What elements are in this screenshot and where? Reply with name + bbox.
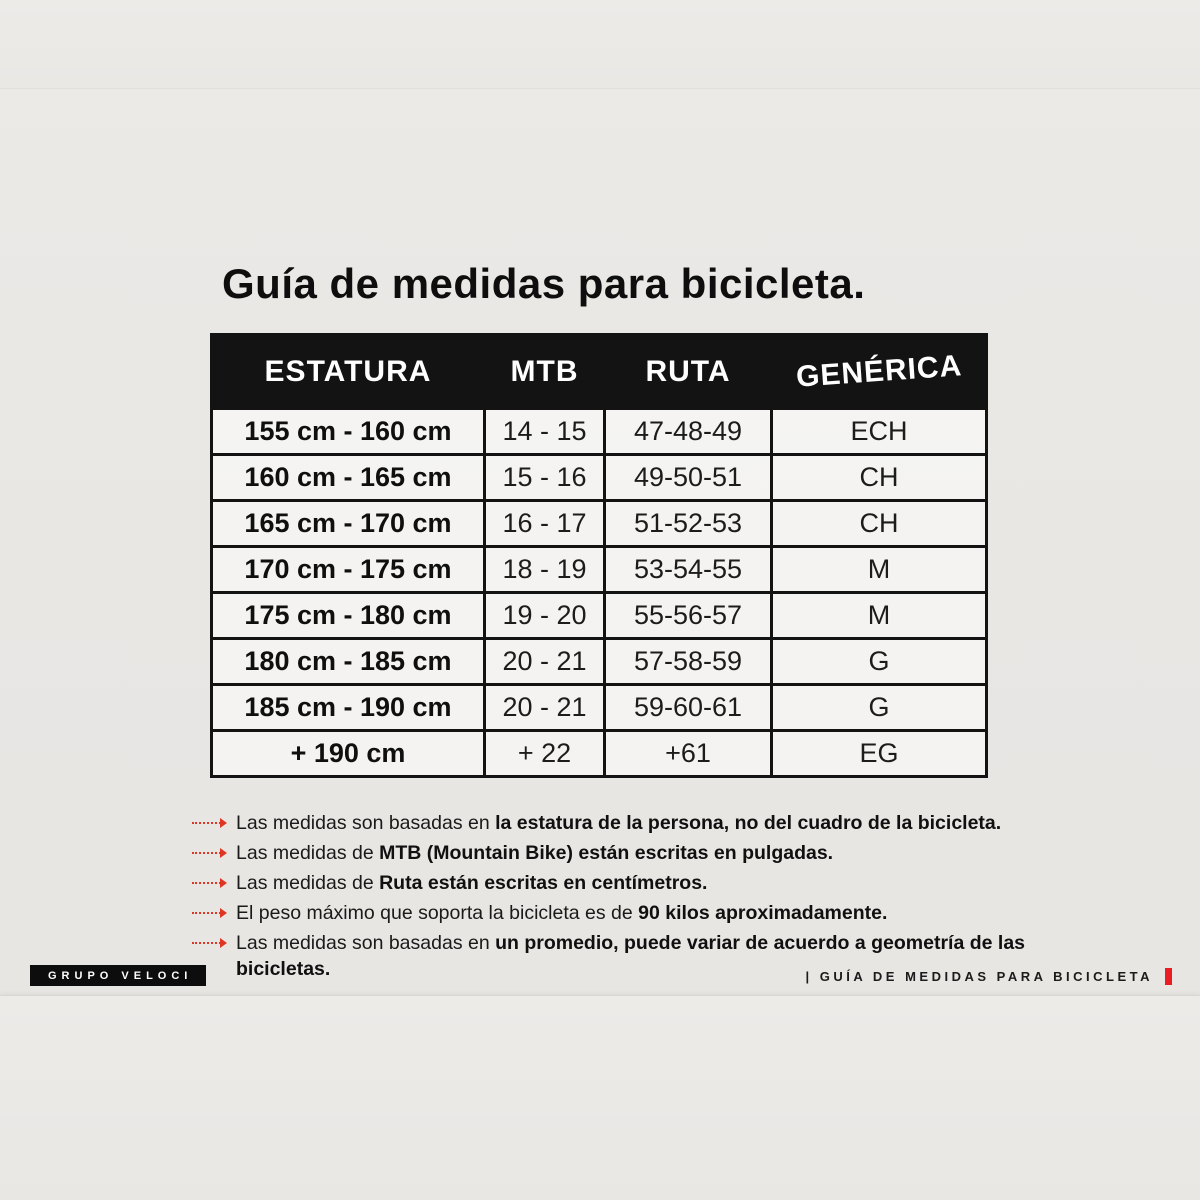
cell-generica: M — [770, 545, 988, 594]
cell-mtb: 14 - 15 — [483, 407, 606, 456]
page-title: Guía de medidas para bicicleta. — [222, 260, 866, 307]
table-body: 155 cm - 160 cm 14 - 15 47-48-49 ECH 160 cm … — [210, 407, 988, 778]
note-text: Las medidas de MTB (Mountain Bike) están… — [236, 842, 834, 864]
table-row: 165 cm - 170 cm 16 - 17 51-52-53 CH — [210, 499, 988, 548]
column-header-ruta: RUTA — [603, 333, 773, 410]
cell-ruta: 49-50-51 — [603, 453, 773, 502]
table-row: 160 cm - 165 cm 15 - 16 49-50-51 CH — [210, 453, 988, 502]
note-text: Las medidas de Ruta están escritas en ce… — [236, 872, 708, 894]
note-text: El peso máximo que soporta la bicicleta … — [236, 902, 888, 924]
cell-estatura: 160 cm - 165 cm — [210, 453, 486, 502]
cell-estatura: + 190 cm — [210, 729, 486, 778]
footer-caption: | GUÍA DE MEDIDAS PARA BICICLETA — [806, 968, 1172, 985]
column-header-mtb: MTB — [483, 333, 606, 410]
table-row: 180 cm - 185 cm 20 - 21 57-58-59 G — [210, 637, 988, 686]
arrow-bullet-icon — [192, 818, 227, 828]
cell-ruta: 47-48-49 — [603, 407, 773, 456]
cell-ruta: 55-56-57 — [603, 591, 773, 640]
cell-estatura: 185 cm - 190 cm — [210, 683, 486, 732]
cell-mtb: 15 - 16 — [483, 453, 606, 502]
note-item: Las medidas son basadas en la estatura d… — [192, 810, 1092, 836]
cell-generica: EG — [770, 729, 988, 778]
cell-generica: ECH — [770, 407, 988, 456]
table-row: 155 cm - 160 cm 14 - 15 47-48-49 ECH — [210, 407, 988, 456]
table-row: 175 cm - 180 cm 19 - 20 55-56-57 M — [210, 591, 988, 640]
arrow-bullet-icon — [192, 878, 227, 888]
cell-estatura: 180 cm - 185 cm — [210, 637, 486, 686]
table-row: + 190 cm + 22 +61 EG — [210, 729, 988, 778]
footer-caption-text: | GUÍA DE MEDIDAS PARA BICICLETA — [805, 969, 1153, 984]
note-text: Las medidas son basadas en un promedio, … — [236, 932, 1026, 980]
note-text: Las medidas son basadas en la estatura d… — [236, 812, 1002, 834]
arrow-bullet-icon — [192, 908, 227, 918]
note-item: El peso máximo que soporta la bicicleta … — [192, 900, 1092, 926]
red-accent-bar-icon — [1165, 968, 1172, 985]
table-header-row: ESTATURA MTB RUTA GENÉRICA — [210, 333, 988, 410]
cell-mtb: 20 - 21 — [483, 637, 606, 686]
cell-mtb: + 22 — [483, 729, 606, 778]
top-paper-band — [0, 0, 1200, 89]
brand-badge: GRUPO VELOCI — [30, 965, 207, 986]
cell-estatura: 165 cm - 170 cm — [210, 499, 486, 548]
bottom-paper-band — [0, 995, 1200, 1200]
table-row: 185 cm - 190 cm 20 - 21 59-60-61 G — [210, 683, 988, 732]
cell-generica: G — [770, 637, 988, 686]
cell-ruta: 53-54-55 — [603, 545, 773, 594]
cell-mtb: 19 - 20 — [483, 591, 606, 640]
cell-mtb: 20 - 21 — [483, 683, 606, 732]
cell-ruta: 57-58-59 — [603, 637, 773, 686]
notes-list: Las medidas son basadas en la estatura d… — [192, 810, 1092, 986]
column-header-estatura: ESTATURA — [210, 333, 486, 410]
bike-size-table: ESTATURA MTB RUTA GENÉRICA 155 cm - 160 cm 1… — [210, 333, 988, 778]
cell-ruta: +61 — [603, 729, 773, 778]
note-item: Las medidas son basadas en un promedio, … — [192, 930, 1092, 982]
cell-ruta: 51-52-53 — [603, 499, 773, 548]
cell-generica: CH — [770, 453, 988, 502]
cell-generica: CH — [770, 499, 988, 548]
arrow-bullet-icon — [192, 848, 227, 858]
cell-estatura: 175 cm - 180 cm — [210, 591, 486, 640]
cell-estatura: 155 cm - 160 cm — [210, 407, 486, 456]
cell-ruta: 59-60-61 — [603, 683, 773, 732]
cell-mtb: 16 - 17 — [483, 499, 606, 548]
column-header-generica: GENÉRICA — [770, 333, 988, 410]
note-item: Las medidas de Ruta están escritas en ce… — [192, 870, 1092, 896]
table-row: 170 cm - 175 cm 18 - 19 53-54-55 M — [210, 545, 988, 594]
footer: GRUPO VELOCI | GUÍA DE MEDIDAS PARA BICI… — [0, 964, 1200, 990]
cell-generica: G — [770, 683, 988, 732]
arrow-bullet-icon — [192, 938, 227, 948]
cell-estatura: 170 cm - 175 cm — [210, 545, 486, 594]
note-item: Las medidas de MTB (Mountain Bike) están… — [192, 840, 1092, 866]
cell-generica: M — [770, 591, 988, 640]
cell-mtb: 18 - 19 — [483, 545, 606, 594]
